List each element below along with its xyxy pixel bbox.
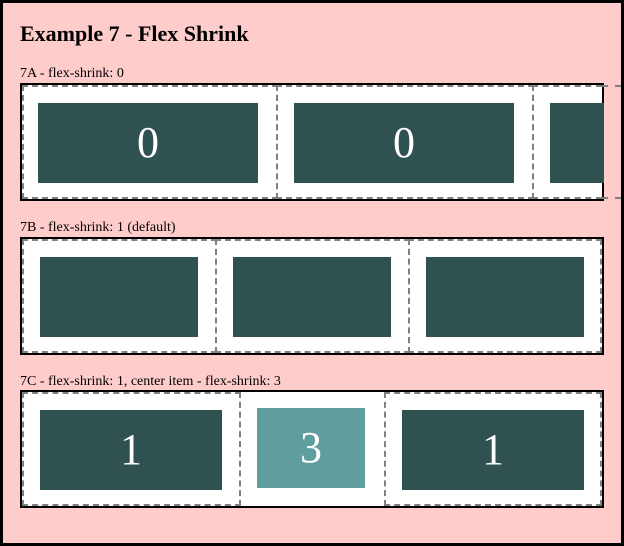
flex-item-box (233, 257, 391, 337)
overflow-bottom-edge (602, 197, 621, 199)
flex-item: 1 (384, 392, 602, 506)
flex-item (22, 239, 217, 353)
flex-item-box (550, 103, 604, 183)
flex-item: 0 (22, 85, 278, 199)
flex-item-box (426, 257, 584, 337)
flex-container-7a: 0 0 (20, 83, 604, 201)
flex-container-7b (20, 237, 604, 355)
flex-item: 1 (22, 392, 241, 506)
flex-item-center: 3 (239, 392, 386, 506)
flex-item: 0 (276, 85, 534, 199)
flex-item-box: 1 (40, 410, 222, 490)
overflow-top-edge (602, 85, 621, 87)
flex-item-box-center: 3 (257, 408, 365, 488)
flex-item (408, 239, 602, 353)
flex-item (215, 239, 410, 353)
flex-item-box: 1 (402, 410, 584, 490)
flex-item-overflow (532, 85, 604, 199)
section-label-7b: 7B - flex-shrink: 1 (default) (20, 220, 176, 235)
page-title: Example 7 - Flex Shrink (20, 21, 249, 46)
flex-item-box: 0 (294, 103, 514, 183)
section-label-7a: 7A - flex-shrink: 0 (20, 66, 124, 81)
flex-container-7c: 1 3 1 (20, 390, 604, 508)
flex-item-box (40, 257, 198, 337)
flex-item-box: 0 (38, 103, 258, 183)
section-label-7c: 7C - flex-shrink: 1, center item - flex-… (20, 374, 281, 389)
